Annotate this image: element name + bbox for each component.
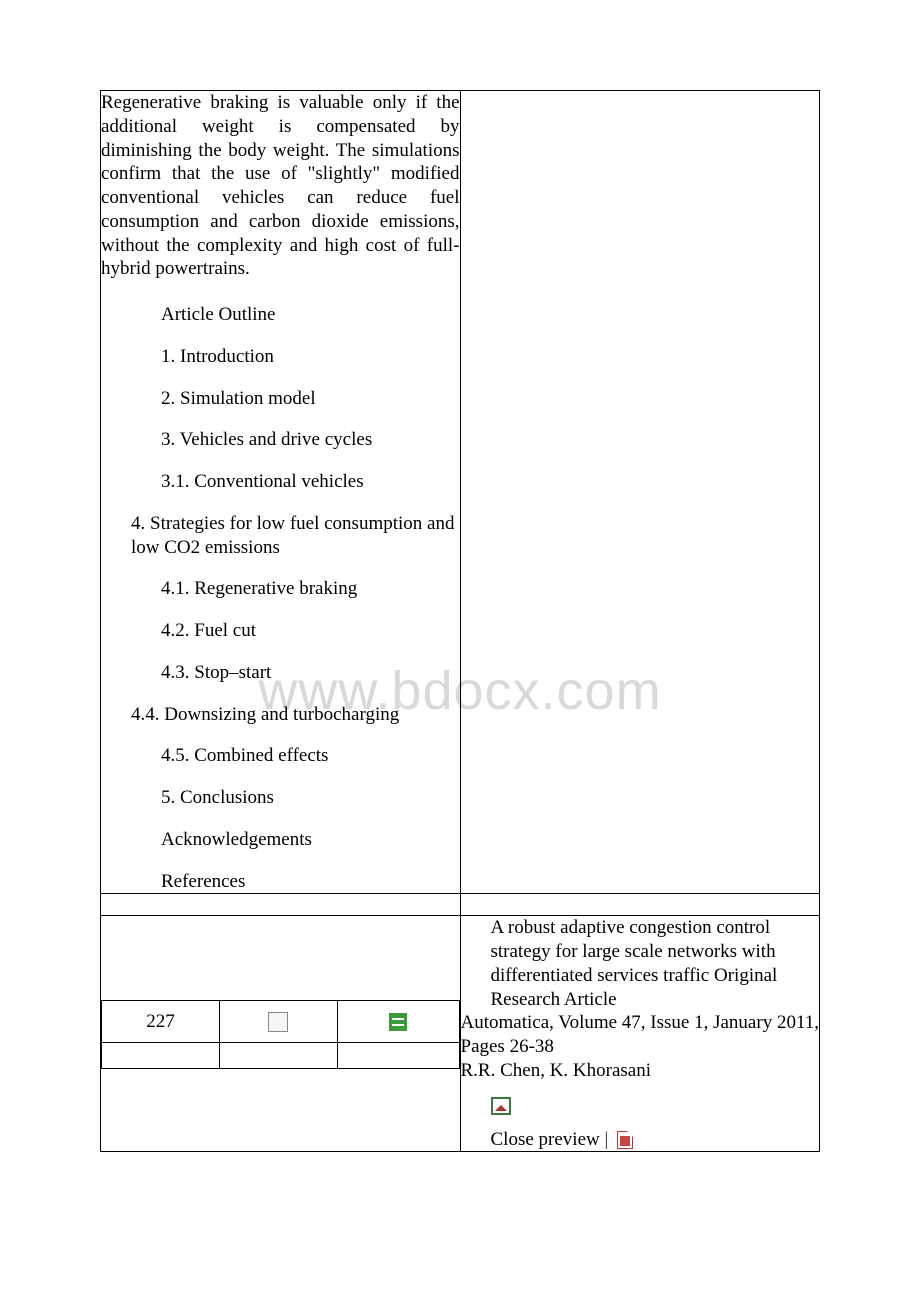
- empty-cell: [219, 1043, 337, 1069]
- outline-item: 1. Introduction: [101, 345, 460, 369]
- empty-cell: [460, 894, 820, 916]
- result-number: 227: [102, 1001, 220, 1043]
- list-icon-cell[interactable]: [337, 1001, 459, 1043]
- outline-item: 4.5. Combined effects: [101, 744, 460, 768]
- article-journal: Automatica, Volume 47, Issue 1, January …: [461, 1011, 820, 1059]
- list-icon[interactable]: [389, 1013, 407, 1031]
- outline-heading: Article Outline: [101, 303, 460, 327]
- image-placeholder-icon: [491, 1097, 511, 1115]
- separator: |: [604, 1129, 613, 1150]
- pdf-icon[interactable]: [617, 1131, 633, 1149]
- inner-table: 227: [101, 1000, 460, 1069]
- outline-item: 3. Vehicles and drive cycles: [101, 428, 460, 452]
- table-row: Regenerative braking is valuable only if…: [101, 91, 820, 894]
- empty-cell: [101, 894, 461, 916]
- checkbox-icon[interactable]: [268, 1012, 288, 1032]
- result-index-cell: 227: [101, 916, 461, 1151]
- empty-cell: [337, 1043, 459, 1069]
- close-preview-link[interactable]: Close preview: [491, 1129, 600, 1150]
- outline-item: References: [101, 870, 460, 894]
- page-container: Regenerative braking is valuable only if…: [0, 0, 920, 1262]
- table-row: [102, 1043, 460, 1069]
- article-info-cell: A robust adaptive congestion control str…: [460, 916, 820, 1151]
- outline-item: 5. Conclusions: [101, 786, 460, 810]
- outline-item: 4.1. Regenerative braking: [101, 577, 460, 601]
- article-authors: R.R. Chen, K. Khorasani: [461, 1059, 820, 1083]
- outline-item: 4.2. Fuel cut: [101, 619, 460, 643]
- outline-item: 4.3. Stop–start: [101, 661, 460, 685]
- outline-item: Acknowledgements: [101, 828, 460, 852]
- article-outline-cell: Regenerative braking is valuable only if…: [101, 91, 461, 894]
- outline-item: 4. Strategies for low fuel consumption a…: [101, 512, 460, 560]
- article-title[interactable]: A robust adaptive congestion control str…: [461, 916, 820, 1011]
- table-row: 227 A robust ad: [101, 916, 820, 1151]
- checkbox-cell[interactable]: [219, 1001, 337, 1043]
- outline-item: 3.1. Conventional vehicles: [101, 470, 460, 494]
- empty-cell: [460, 91, 820, 894]
- close-preview-line: Close preview |: [461, 1129, 820, 1151]
- table-row: 227: [102, 1001, 460, 1043]
- empty-cell: [102, 1043, 220, 1069]
- table-row: [101, 894, 820, 916]
- outline-item: 4.4. Downsizing and turbocharging: [101, 703, 460, 727]
- outline-item: 2. Simulation model: [101, 387, 460, 411]
- abstract-paragraph: Regenerative braking is valuable only if…: [101, 91, 460, 281]
- outer-table: Regenerative braking is valuable only if…: [100, 90, 820, 1152]
